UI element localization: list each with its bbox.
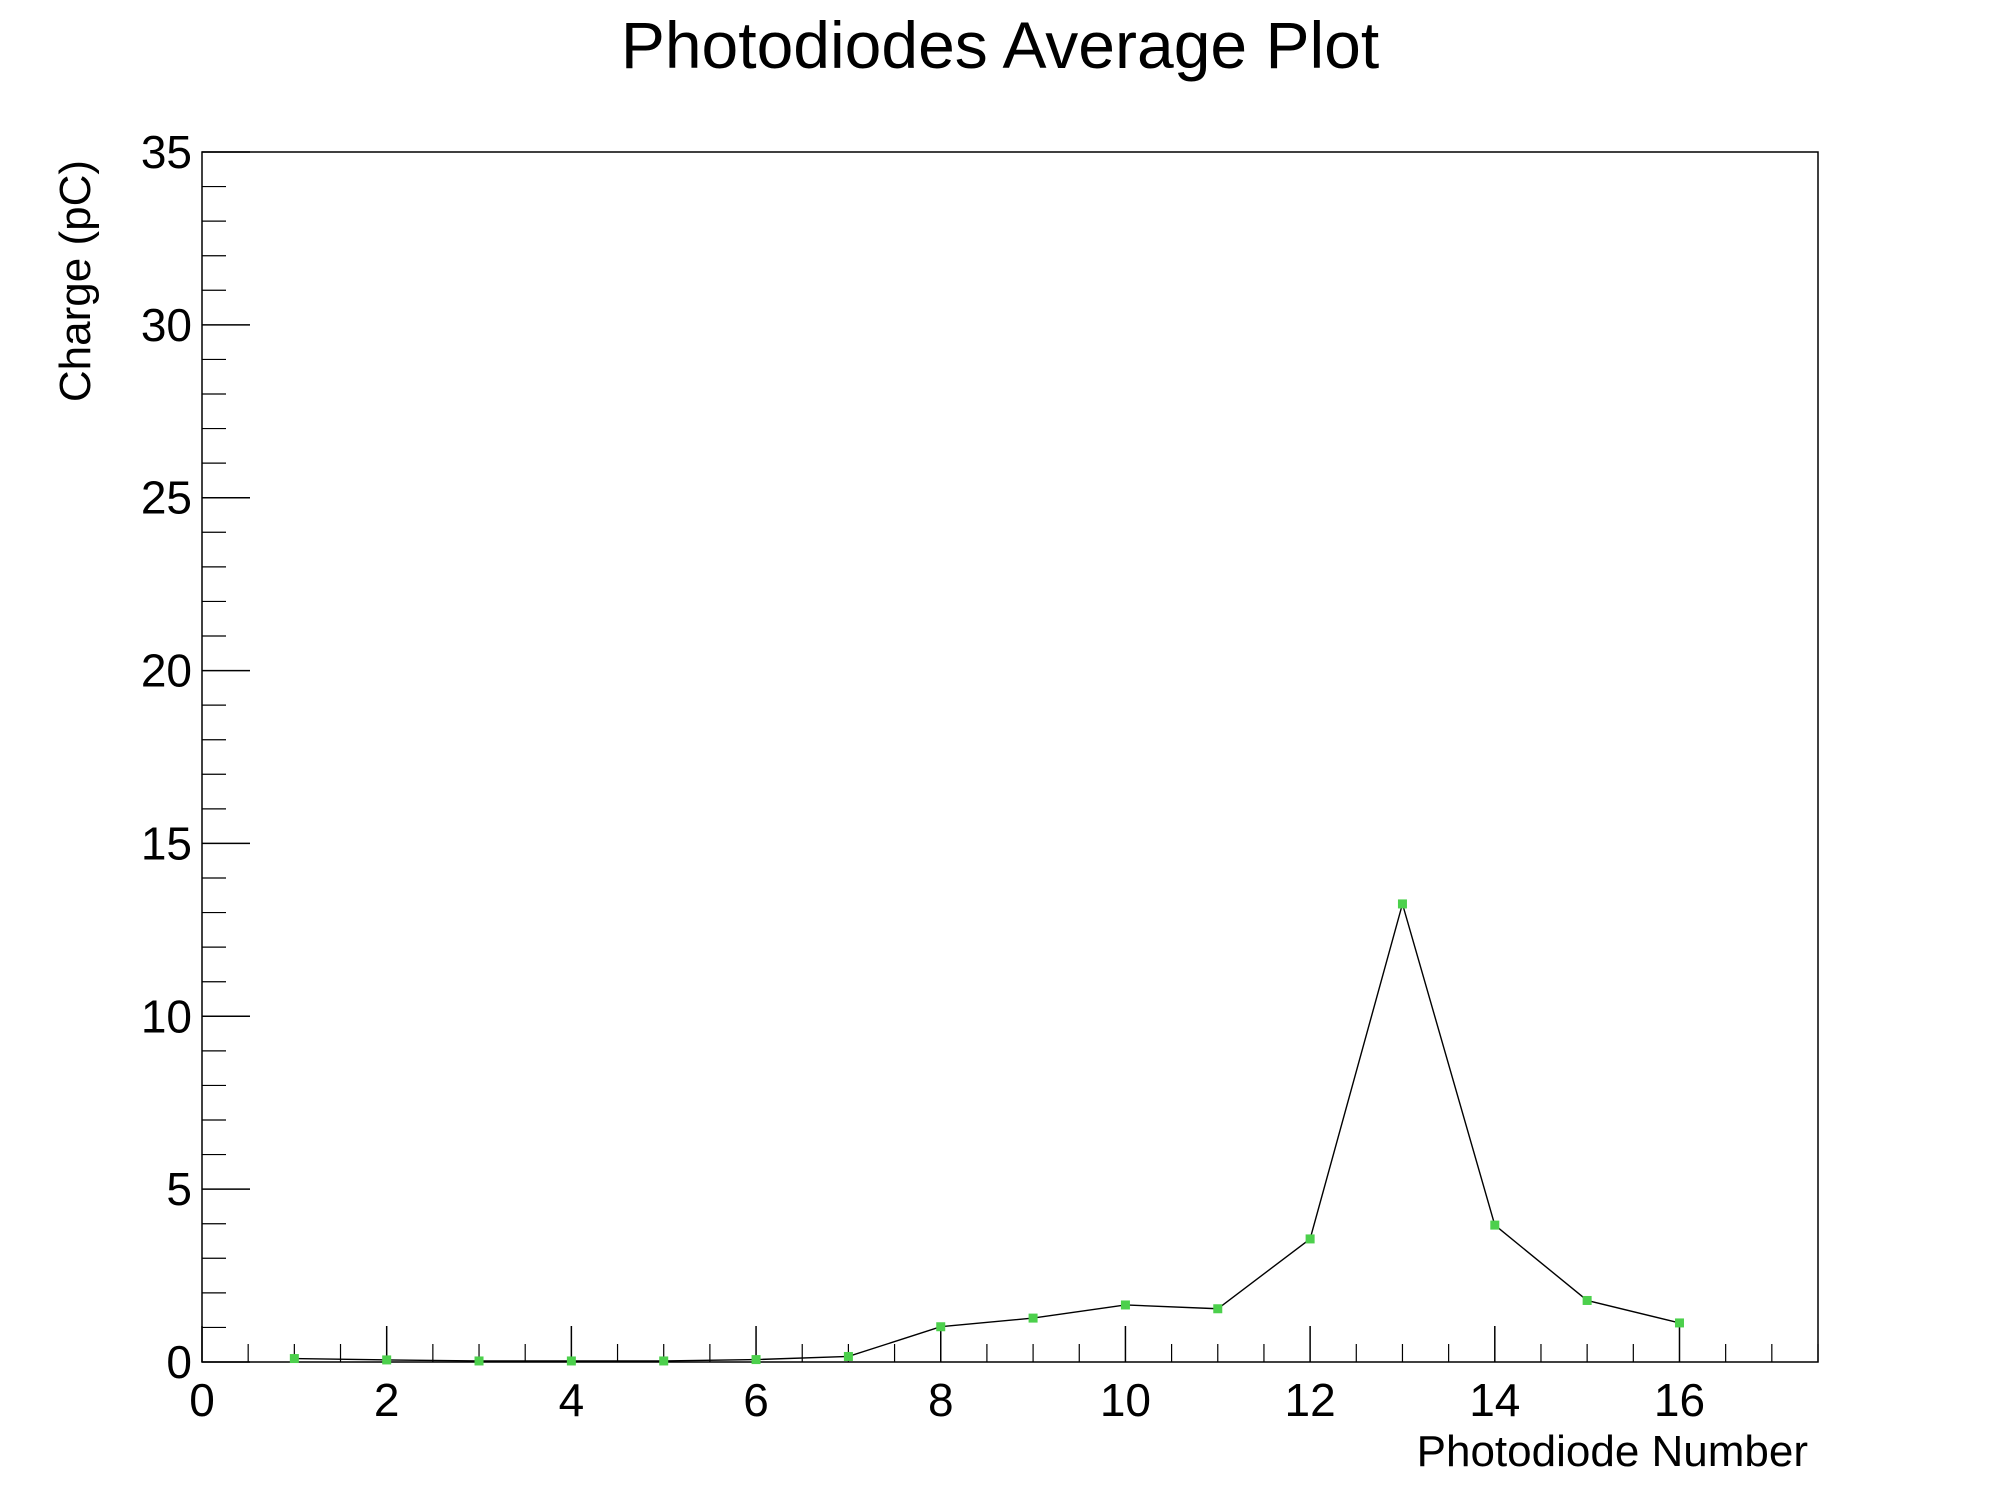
y-axis: 0 5 10 15 20 25 30 35 [141, 126, 250, 1388]
y-tick-label: 0 [166, 1336, 192, 1388]
data-point [474, 1356, 484, 1366]
y-tick-label: 10 [141, 990, 192, 1042]
y-tick-label: 5 [166, 1163, 192, 1215]
data-point [659, 1356, 669, 1366]
data-point [1582, 1295, 1592, 1305]
x-tick-label: 2 [374, 1374, 400, 1426]
y-axis-title: Charge (pC) [51, 160, 100, 402]
x-tick-label: 12 [1285, 1374, 1336, 1426]
x-axis: 0 2 4 6 8 10 12 14 16 [189, 1326, 1819, 1426]
data-point [1490, 1220, 1500, 1230]
chart-title: Photodiodes Average Plot [621, 8, 1379, 82]
data-point [1213, 1304, 1223, 1314]
x-axis-title: Photodiode Number [1417, 1427, 1808, 1476]
y-tick-label: 35 [141, 126, 192, 178]
data-point [1305, 1234, 1315, 1244]
y-tick-label: 20 [141, 645, 192, 697]
plot-frame [201, 151, 1819, 1363]
data-point [936, 1322, 946, 1332]
data-point [289, 1354, 299, 1364]
data-point [566, 1356, 576, 1366]
x-tick-label: 16 [1654, 1374, 1705, 1426]
x-tick-label: 4 [559, 1374, 585, 1426]
y-tick-label: 25 [141, 472, 192, 524]
data-point [1120, 1300, 1130, 1310]
data-point [1674, 1318, 1684, 1328]
y-tick-label: 15 [141, 817, 192, 869]
data-point [843, 1351, 853, 1361]
x-tick-label: 0 [189, 1374, 215, 1426]
x-tick-label: 10 [1100, 1374, 1151, 1426]
data-point [751, 1355, 761, 1365]
data-point [1028, 1313, 1038, 1323]
x-tick-label: 8 [928, 1374, 954, 1426]
data-point [1397, 899, 1407, 909]
y-tick-label: 30 [141, 299, 192, 351]
data-point [382, 1355, 392, 1365]
series-group [289, 899, 1684, 1366]
series-line [294, 901, 1680, 1362]
x-tick-label: 14 [1469, 1374, 1520, 1426]
x-tick-label: 6 [743, 1374, 769, 1426]
